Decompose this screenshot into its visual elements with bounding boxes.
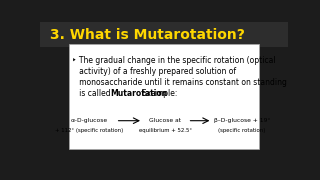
FancyBboxPatch shape: [40, 22, 288, 47]
Text: + 112° (specific rotation): + 112° (specific rotation): [55, 128, 124, 133]
Text: Mutarotation: Mutarotation: [111, 89, 168, 98]
Text: monosaccharide until it remains constant on standing: monosaccharide until it remains constant…: [72, 78, 287, 87]
Text: activity) of a freshly prepared solution of: activity) of a freshly prepared solution…: [72, 67, 236, 76]
Text: . Example:: . Example:: [137, 89, 177, 98]
Text: ‣ The gradual change in the specific rotation (optical: ‣ The gradual change in the specific rot…: [72, 56, 276, 65]
Text: is called: is called: [72, 89, 113, 98]
Text: β–D-glucose + 19°: β–D-glucose + 19°: [214, 118, 270, 123]
Text: Glucose at: Glucose at: [149, 118, 181, 123]
Text: 3. What is Mutarotation?: 3. What is Mutarotation?: [50, 28, 245, 42]
Text: equilibrium + 52.5°: equilibrium + 52.5°: [139, 128, 192, 133]
FancyBboxPatch shape: [68, 44, 260, 149]
Text: (specific rotation): (specific rotation): [219, 128, 266, 133]
Text: α–D-glucose: α–D-glucose: [71, 118, 108, 123]
